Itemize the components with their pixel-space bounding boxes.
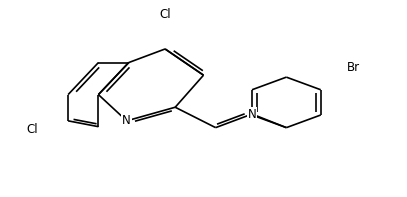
Text: Cl: Cl bbox=[26, 123, 37, 136]
Text: N: N bbox=[247, 108, 256, 121]
Text: Cl: Cl bbox=[159, 8, 171, 21]
Text: Br: Br bbox=[346, 61, 360, 74]
Text: N: N bbox=[123, 114, 131, 127]
